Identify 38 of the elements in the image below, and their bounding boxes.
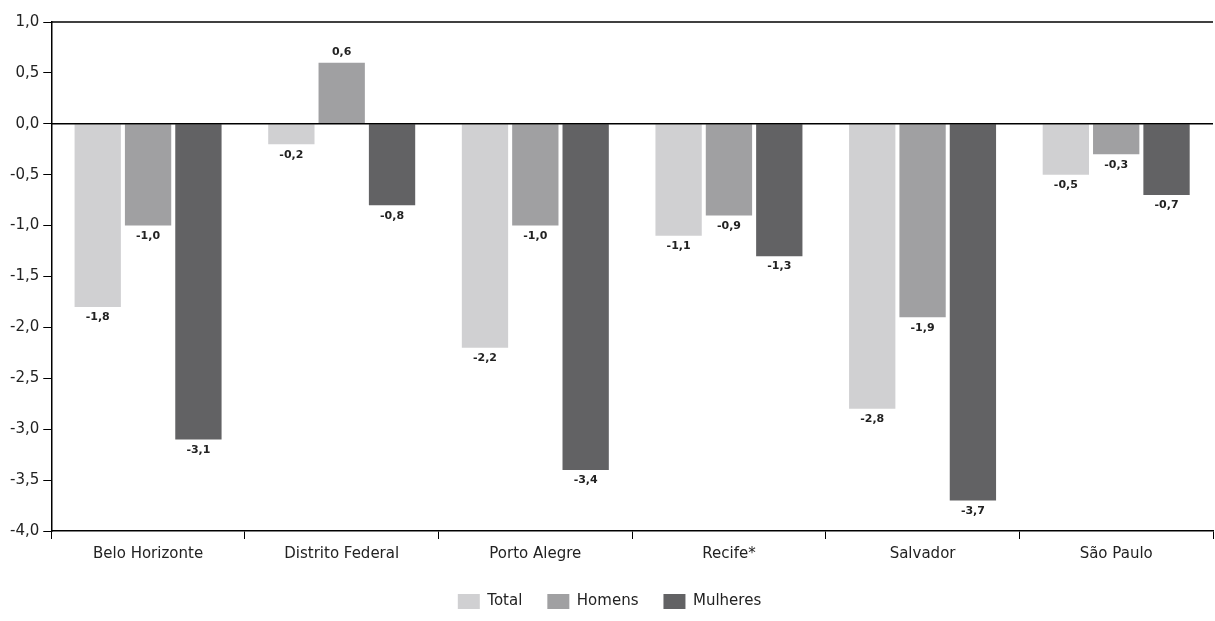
y-tick-label: -0,5 — [9, 164, 40, 183]
data-label: -3,1 — [186, 442, 211, 456]
legend-label: Mulheres — [692, 591, 762, 610]
legend-label: Total — [486, 591, 523, 610]
x-tick-label: Distrito Federal — [284, 543, 400, 562]
data-label: 0,6 — [331, 45, 352, 59]
x-tick-label: São Paulo — [1079, 543, 1153, 562]
x-tick-label: Salvador — [889, 543, 957, 562]
data-label: -1,8 — [85, 310, 110, 324]
data-label: -1,3 — [767, 259, 792, 273]
data-label: -2,2 — [472, 351, 498, 365]
data-label: -2,8 — [860, 412, 885, 426]
y-tick-label: -1,5 — [9, 266, 40, 285]
data-label: -0,9 — [716, 218, 741, 232]
data-label: -0,3 — [1104, 157, 1129, 171]
x-tick-label: Porto Alegre — [489, 543, 582, 562]
y-tick-label: 0,0 — [15, 113, 40, 132]
y-tick-label: -2,5 — [9, 368, 40, 387]
y-tick-label: -3,5 — [9, 469, 40, 488]
data-label: -1,9 — [910, 320, 935, 334]
data-label: -3,4 — [573, 473, 599, 487]
data-label: -3,7 — [960, 503, 985, 517]
legend-label: Homens — [576, 591, 639, 610]
data-label: -1,1 — [666, 239, 691, 253]
y-tick-label: -4,0 — [9, 520, 40, 539]
y-tick-label: -3,0 — [9, 419, 40, 438]
data-label: -0,8 — [380, 208, 405, 222]
y-tick-label: -1,0 — [9, 215, 40, 234]
y-tick-label: 0,5 — [15, 62, 40, 81]
data-label: -1,0 — [136, 228, 161, 242]
y-tick-label: -2,0 — [9, 317, 40, 336]
data-label: -0,2 — [279, 147, 304, 161]
data-label: -1,0 — [523, 228, 548, 242]
x-tick-label: Belo Horizonte — [93, 543, 204, 562]
y-tick-label: 1,0 — [15, 11, 40, 30]
data-label: -0,5 — [1053, 178, 1078, 192]
data-label: -0,7 — [1154, 198, 1179, 212]
x-tick-label: Recife* — [702, 543, 757, 562]
